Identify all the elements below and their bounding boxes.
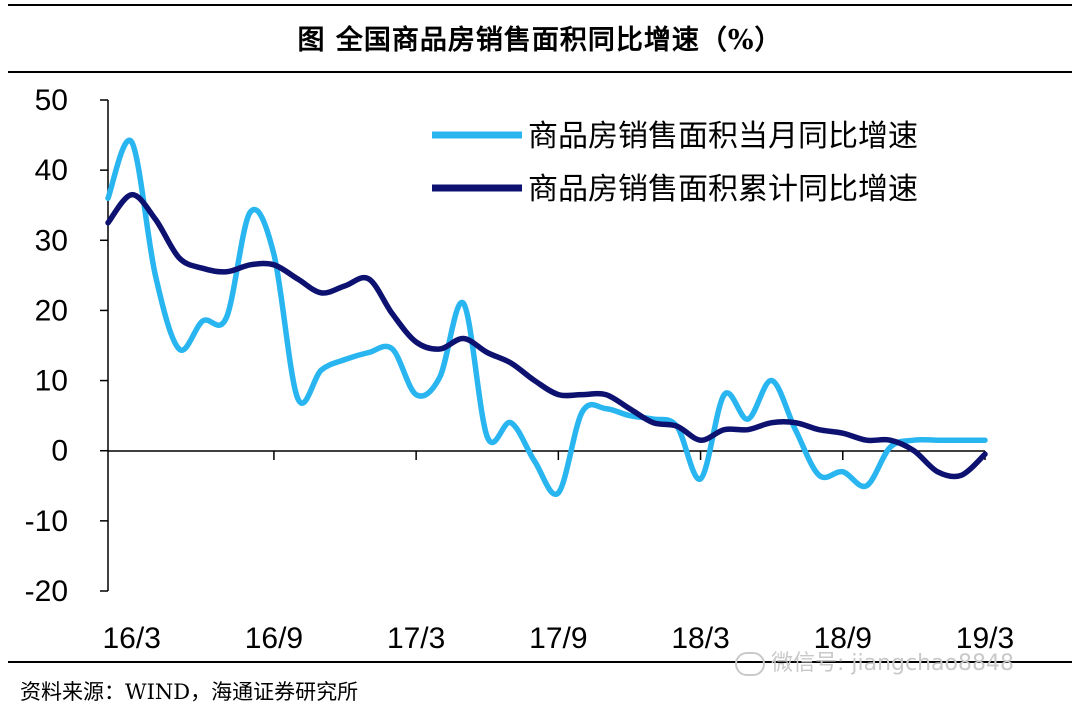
y-tick-label: 20 <box>35 294 68 327</box>
x-tick-label: 18/3 <box>671 622 729 655</box>
x-tick-label: 17/9 <box>529 622 587 655</box>
title-rule <box>8 71 1072 73</box>
legend-item-cumulative-label: 商品房销售面积累计同比增速 <box>528 172 918 207</box>
chart-title: 图 全国商品房销售面积同比增速（%） <box>297 25 783 56</box>
monthly-yoy-line <box>105 137 988 498</box>
x-tick-label: 17/3 <box>387 622 445 655</box>
wechat-icon <box>735 652 765 676</box>
y-tick-label: 50 <box>35 84 68 117</box>
y-tick-label: -20 <box>25 575 68 608</box>
x-tick-label: 16/3 <box>103 622 161 655</box>
y-tick-label: -10 <box>25 505 68 538</box>
y-tick-label: 30 <box>35 224 68 257</box>
y-tick-label: 40 <box>35 154 68 187</box>
axes: -20 -10 0 10 20 30 40 50 16/3 16/9 17/3 17/9 18/3 18/… <box>25 84 1015 655</box>
x-tick-label: 18/9 <box>814 622 872 655</box>
x-tick-label: 19/3 <box>956 622 1014 655</box>
legend-item-monthly-label: 商品房销售面积当月同比增速 <box>528 119 918 154</box>
y-tick-label: 0 <box>51 435 68 468</box>
cumulative-yoy-line <box>105 191 988 480</box>
bottom-rule <box>8 661 1072 663</box>
y-tick-label: 10 <box>35 365 68 398</box>
watermark-text: 微信号: jiangchao8848 <box>771 651 1014 676</box>
watermark: 微信号: jiangchao8848 <box>735 645 1014 677</box>
x-tick-label: 16/9 <box>245 622 303 655</box>
top-rule <box>8 4 1072 6</box>
series-lines <box>105 137 988 498</box>
source-note: 资料来源：WIND，海通证券研究所 <box>20 680 359 704</box>
